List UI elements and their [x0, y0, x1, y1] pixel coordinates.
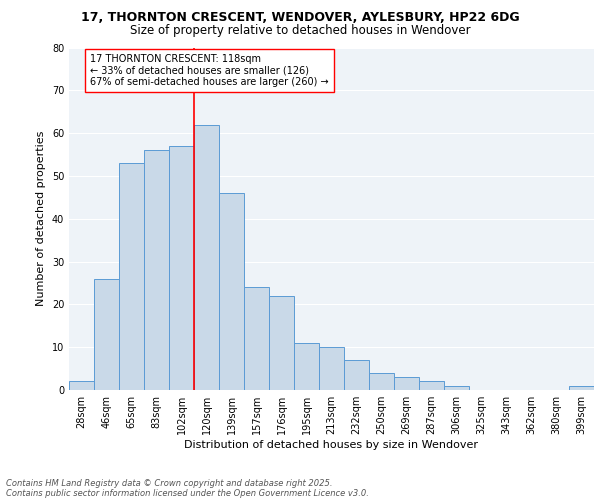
Bar: [319, 347, 344, 390]
X-axis label: Distribution of detached houses by size in Wendover: Distribution of detached houses by size …: [185, 440, 479, 450]
Text: 17, THORNTON CRESCENT, WENDOVER, AYLESBURY, HP22 6DG: 17, THORNTON CRESCENT, WENDOVER, AYLESBU…: [80, 11, 520, 24]
Text: Contains public sector information licensed under the Open Government Licence v3: Contains public sector information licen…: [6, 488, 369, 498]
Bar: [194, 124, 219, 390]
Text: Size of property relative to detached houses in Wendover: Size of property relative to detached ho…: [130, 24, 470, 37]
Text: 17 THORNTON CRESCENT: 118sqm
← 33% of detached houses are smaller (126)
67% of s: 17 THORNTON CRESCENT: 118sqm ← 33% of de…: [90, 54, 329, 87]
Bar: [394, 377, 419, 390]
Bar: [94, 278, 119, 390]
Bar: [244, 287, 269, 390]
Bar: [219, 193, 244, 390]
Bar: [369, 373, 394, 390]
Bar: [169, 146, 194, 390]
Y-axis label: Number of detached properties: Number of detached properties: [36, 131, 46, 306]
Bar: [569, 386, 594, 390]
Bar: [419, 382, 444, 390]
Bar: [294, 343, 319, 390]
Bar: [444, 386, 469, 390]
Bar: [144, 150, 169, 390]
Bar: [344, 360, 369, 390]
Text: Contains HM Land Registry data © Crown copyright and database right 2025.: Contains HM Land Registry data © Crown c…: [6, 478, 332, 488]
Bar: [69, 382, 94, 390]
Bar: [119, 163, 144, 390]
Bar: [269, 296, 294, 390]
